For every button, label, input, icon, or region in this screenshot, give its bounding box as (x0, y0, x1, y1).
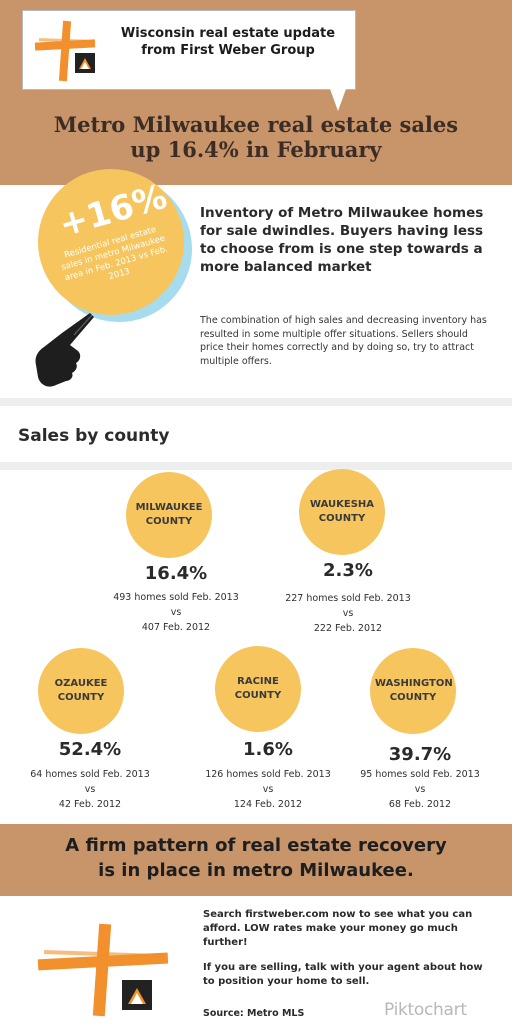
county-detail: 64 homes sold Feb. 2013 vs 42 Feb. 2012 (0, 767, 180, 812)
county-name: MILWAUKEE COUNTY (135, 502, 203, 527)
county-name: RACINE COUNTY (234, 676, 282, 701)
county-circle-racine: RACINE COUNTY (215, 646, 301, 732)
county-sold: 493 homes sold Feb. 2013 (113, 592, 239, 603)
bubble-tail (330, 89, 346, 111)
county-pct: 2.3% (323, 560, 373, 581)
county-vs: vs (262, 784, 274, 795)
county-circle-milwaukee: MILWAUKEE COUNTY (126, 472, 212, 558)
footer-para-2: If you are selling, talk with your agent… (203, 962, 483, 987)
speech-bubble: Wisconsin real estate update from First … (22, 10, 356, 90)
county-circle-washington: WASHINGTON COUNTY (370, 648, 456, 734)
county-sold: 126 homes sold Feb. 2013 (205, 769, 331, 780)
footer-text: Search firstweber.com now to see what yo… (203, 908, 493, 1000)
footer-para-1: Search firstweber.com now to see what yo… (203, 909, 473, 948)
divider-band-bottom (0, 462, 512, 470)
positive-sign-logo (34, 20, 96, 82)
pointing-hand-icon (35, 313, 94, 387)
stat-circle (38, 169, 184, 315)
source-note: Source: Metro MLS (203, 1008, 305, 1019)
positive-sign-logo (37, 923, 169, 1017)
county-detail: 493 homes sold Feb. 2013 vs 407 Feb. 201… (86, 590, 266, 635)
headline-line-2: up 16.4% in February (130, 137, 382, 162)
intro-body: The combination of high sales and decrea… (200, 315, 487, 367)
county-vs: vs (414, 784, 426, 795)
county-circle-ozaukee: OZAUKEE COUNTY (38, 648, 124, 734)
intro-section: +16% Residential real estate sales in me… (0, 169, 512, 403)
county-pct: 52.4% (58, 739, 122, 760)
bubble-line-2: from First Weber Group (141, 43, 315, 58)
county-vs: vs (84, 784, 96, 795)
county-detail: 227 homes sold Feb. 2013 vs 222 Feb. 201… (258, 591, 438, 636)
headline-line-1: Metro Milwaukee real estate sales (53, 112, 459, 137)
divider-band-top (0, 398, 512, 406)
recovery-message: A firm pattern of real estate recovery i… (20, 833, 492, 883)
county-circle-waukesha: WAUKESHA COUNTY (299, 469, 385, 555)
county-pct: 1.6% (243, 739, 293, 760)
county-name: WASHINGTON COUNTY (375, 678, 453, 703)
county-pct: 39.7% (388, 744, 452, 765)
county-sold: 95 homes sold Feb. 2013 (360, 769, 480, 780)
intro-lead: Inventory of Metro Milwaukee homes for s… (200, 205, 484, 275)
recovery-line-1: A firm pattern of real estate recovery (65, 835, 447, 856)
county-detail: 95 homes sold Feb. 2013 vs 68 Feb. 2012 (330, 767, 510, 812)
bubble-line-1: Wisconsin real estate update (120, 26, 336, 41)
county-prev: 124 Feb. 2012 (233, 799, 303, 810)
county-prev: 222 Feb. 2012 (313, 623, 383, 634)
bubble-title: Wisconsin real estate update from First … (103, 25, 353, 59)
county-prev: 407 Feb. 2012 (141, 622, 211, 633)
section-title: Sales by county (18, 426, 170, 446)
recovery-line-2: is in place in metro Milwaukee. (98, 860, 414, 881)
page-headline: Metro Milwaukee real estate sales up 16.… (30, 112, 482, 162)
county-pct: 16.4% (144, 563, 208, 584)
county-name: OZAUKEE COUNTY (54, 678, 108, 703)
header-band: Wisconsin real estate update from First … (0, 0, 512, 185)
county-sold: 64 homes sold Feb. 2013 (30, 769, 150, 780)
county-sold: 227 homes sold Feb. 2013 (285, 593, 411, 604)
county-prev: 42 Feb. 2012 (58, 799, 122, 810)
recovery-band: A firm pattern of real estate recovery i… (0, 824, 512, 896)
county-detail: 126 homes sold Feb. 2013 vs 124 Feb. 201… (178, 767, 358, 812)
county-vs: vs (170, 607, 182, 618)
county-name: WAUKESHA COUNTY (309, 499, 375, 524)
piktochart-watermark: Piktochart (384, 1000, 467, 1020)
county-prev: 68 Feb. 2012 (388, 799, 452, 810)
county-vs: vs (342, 608, 354, 619)
